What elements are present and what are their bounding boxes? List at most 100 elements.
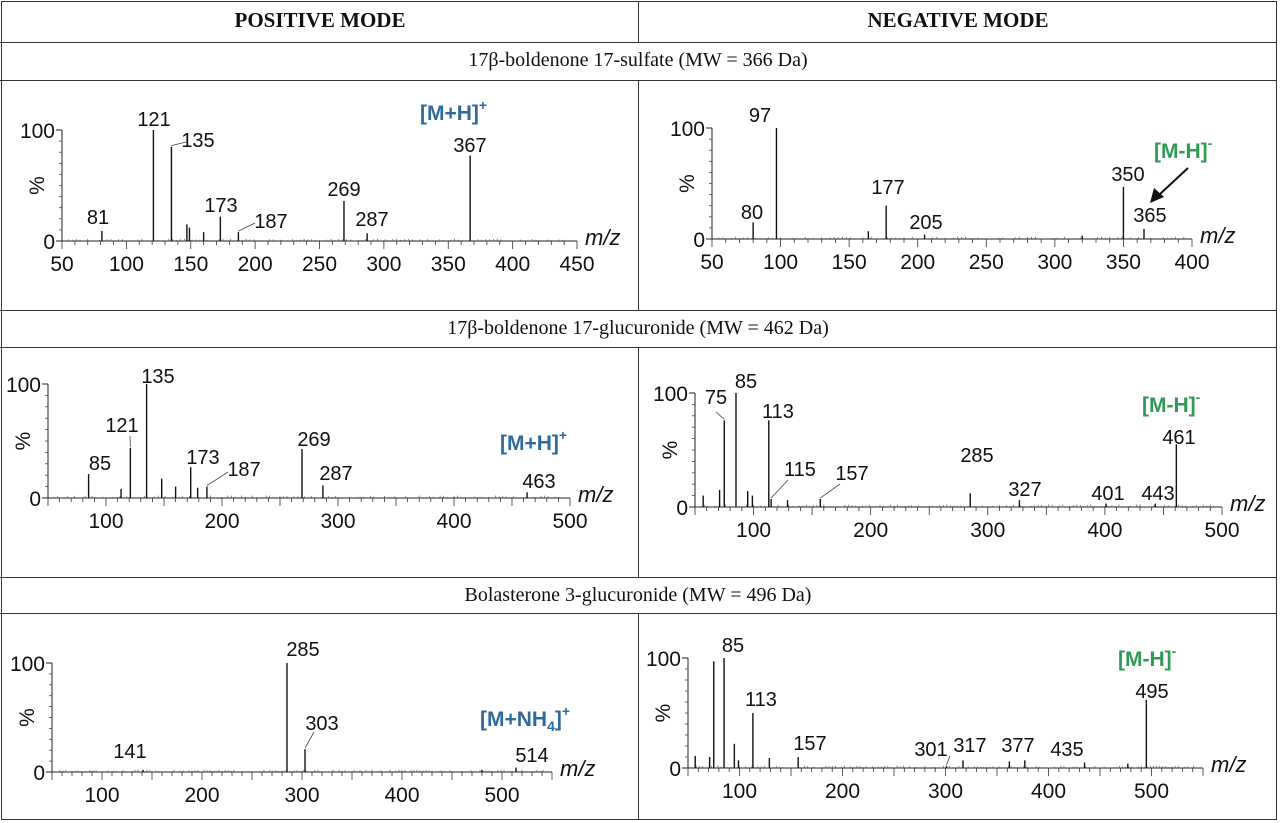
peak-label-135: 135 bbox=[181, 130, 214, 152]
peak-label-141: 141 bbox=[113, 741, 146, 763]
y-tick-label: 100 bbox=[670, 118, 705, 141]
leader-line bbox=[770, 479, 789, 499]
y-tick-label: 100 bbox=[20, 120, 55, 143]
x-tick-label: 500 bbox=[1204, 519, 1239, 542]
peak-label-157: 157 bbox=[835, 463, 868, 485]
divider-mode-header bbox=[638, 1, 639, 42]
x-tick-label: 400 bbox=[495, 253, 530, 276]
x-tick-label: 400 bbox=[1174, 251, 1209, 274]
x-tick-label: 350 bbox=[1106, 251, 1141, 274]
peak-label-365: 365 bbox=[1133, 205, 1166, 227]
x-tick-label: 300 bbox=[1037, 251, 1072, 274]
peak-label-173: 173 bbox=[186, 447, 219, 469]
x-tick-label: 450 bbox=[559, 253, 594, 276]
x-tick-label: 100 bbox=[736, 519, 771, 542]
compound-title-3: Bolasterone 3-glucuronide (MW = 496 Da) bbox=[464, 584, 812, 606]
peak-label-269: 269 bbox=[297, 429, 330, 451]
peak-label-377: 377 bbox=[1001, 735, 1034, 757]
peak-label-461: 461 bbox=[1162, 427, 1195, 449]
header-negative-mode: NEGATIVE MODE bbox=[867, 8, 1049, 32]
header-positive-mode: POSITIVE MODE bbox=[234, 8, 406, 32]
x-tick-label: 100 bbox=[88, 510, 123, 533]
leader-line bbox=[946, 755, 951, 765]
x-tick-label: 200 bbox=[825, 780, 860, 803]
x-axis-label: m/z bbox=[560, 756, 595, 781]
ion-text: [M+H] bbox=[500, 432, 559, 455]
x-tick-label: 100 bbox=[109, 253, 144, 276]
peak-label-443: 443 bbox=[1141, 483, 1174, 505]
ion-superscript: - bbox=[1196, 389, 1201, 405]
ion-superscript: + bbox=[562, 703, 570, 719]
ion-text: [M+NH bbox=[480, 708, 547, 731]
leader-line bbox=[715, 411, 725, 420]
y-tick-label: 0 bbox=[669, 758, 681, 781]
y-tick-label: 100 bbox=[6, 374, 41, 397]
x-tick-label: 350 bbox=[431, 253, 466, 276]
peak-label-81: 81 bbox=[87, 207, 109, 229]
peak-label-435: 435 bbox=[1050, 739, 1083, 761]
spectrum-panel-6: 0 100% 100 200 300 400 500 m/z 85 113 157 301 317 377… bbox=[646, 635, 1247, 803]
x-tick-label: 50 bbox=[50, 253, 73, 276]
ion-text: [M+H] bbox=[420, 102, 479, 125]
ion-superscript: + bbox=[559, 427, 567, 443]
peak-label-367: 367 bbox=[453, 135, 486, 157]
x-tick-label: 200 bbox=[238, 253, 273, 276]
peak-label-157: 157 bbox=[793, 733, 826, 755]
ion-superscript: - bbox=[1172, 643, 1177, 659]
peak-label-495: 495 bbox=[1135, 681, 1168, 703]
ion-superscript: - bbox=[1208, 135, 1213, 151]
peak-label-97: 97 bbox=[749, 105, 771, 127]
peak-label-113: 113 bbox=[762, 401, 794, 423]
arrow-head-icon bbox=[1150, 188, 1164, 203]
leader-line bbox=[304, 731, 315, 749]
peak-label-463: 463 bbox=[522, 471, 555, 493]
x-tick-label: 300 bbox=[928, 780, 963, 803]
spectrum-panel-1: 0 100% 50 100 150 200 250 300 350 400 450 m/z 81 121 1… bbox=[20, 97, 621, 276]
x-tick-label: 200 bbox=[853, 519, 888, 542]
leader-line bbox=[171, 141, 187, 147]
peak-label-121: 121 bbox=[105, 415, 138, 437]
y-tick-label: 0 bbox=[693, 229, 705, 252]
peak-label-113: 113 bbox=[745, 689, 777, 711]
y-tick-label: 0 bbox=[29, 488, 41, 511]
ion-annotation: [M+H]+ bbox=[500, 427, 567, 455]
x-tick-label: 300 bbox=[366, 253, 401, 276]
peak-label-401: 401 bbox=[1091, 483, 1124, 505]
x-tick-label: 250 bbox=[302, 253, 337, 276]
ion-annotation: [M-H]- bbox=[1118, 643, 1177, 671]
peak-label-75: 75 bbox=[705, 387, 727, 409]
ion-text: [M-H] bbox=[1142, 394, 1196, 417]
peak-label-85: 85 bbox=[722, 635, 744, 657]
peak-label-85: 85 bbox=[89, 453, 111, 475]
x-tick-label: 100 bbox=[763, 251, 798, 274]
x-tick-label: 500 bbox=[552, 510, 587, 533]
peak-label-285: 285 bbox=[286, 639, 319, 661]
x-tick-label: 50 bbox=[700, 251, 723, 274]
y-tick-label: 0 bbox=[33, 762, 45, 785]
x-tick-label: 400 bbox=[1087, 519, 1122, 542]
ion-annotation: [M-H]- bbox=[1154, 135, 1213, 163]
peak-label-205: 205 bbox=[909, 212, 942, 234]
peak-label-287: 287 bbox=[355, 209, 388, 231]
x-axis-label: m/z bbox=[585, 225, 620, 250]
peak-label-317: 317 bbox=[953, 735, 986, 757]
x-tick-label: 150 bbox=[173, 253, 208, 276]
y-axis-label: % bbox=[652, 704, 675, 723]
leader-line bbox=[238, 222, 256, 232]
x-tick-label: 300 bbox=[970, 519, 1005, 542]
divider-mode-row-2 bbox=[638, 347, 639, 577]
ion-close: ] bbox=[555, 708, 562, 731]
arrow-line bbox=[1159, 167, 1189, 195]
peak-label-303: 303 bbox=[305, 713, 338, 735]
x-tick-label: 250 bbox=[969, 251, 1004, 274]
y-tick-label: 100 bbox=[10, 653, 45, 676]
y-axis-label: % bbox=[26, 176, 49, 195]
peak-label-187: 187 bbox=[254, 211, 287, 233]
divider-mode-row-1 bbox=[638, 80, 639, 310]
x-tick-label: 200 bbox=[204, 510, 239, 533]
peak-label-287: 287 bbox=[319, 463, 352, 485]
compound-title-2: 17β-boldenone 17-glucuronide (MW = 462 D… bbox=[447, 317, 829, 339]
leader-line bbox=[820, 483, 841, 499]
